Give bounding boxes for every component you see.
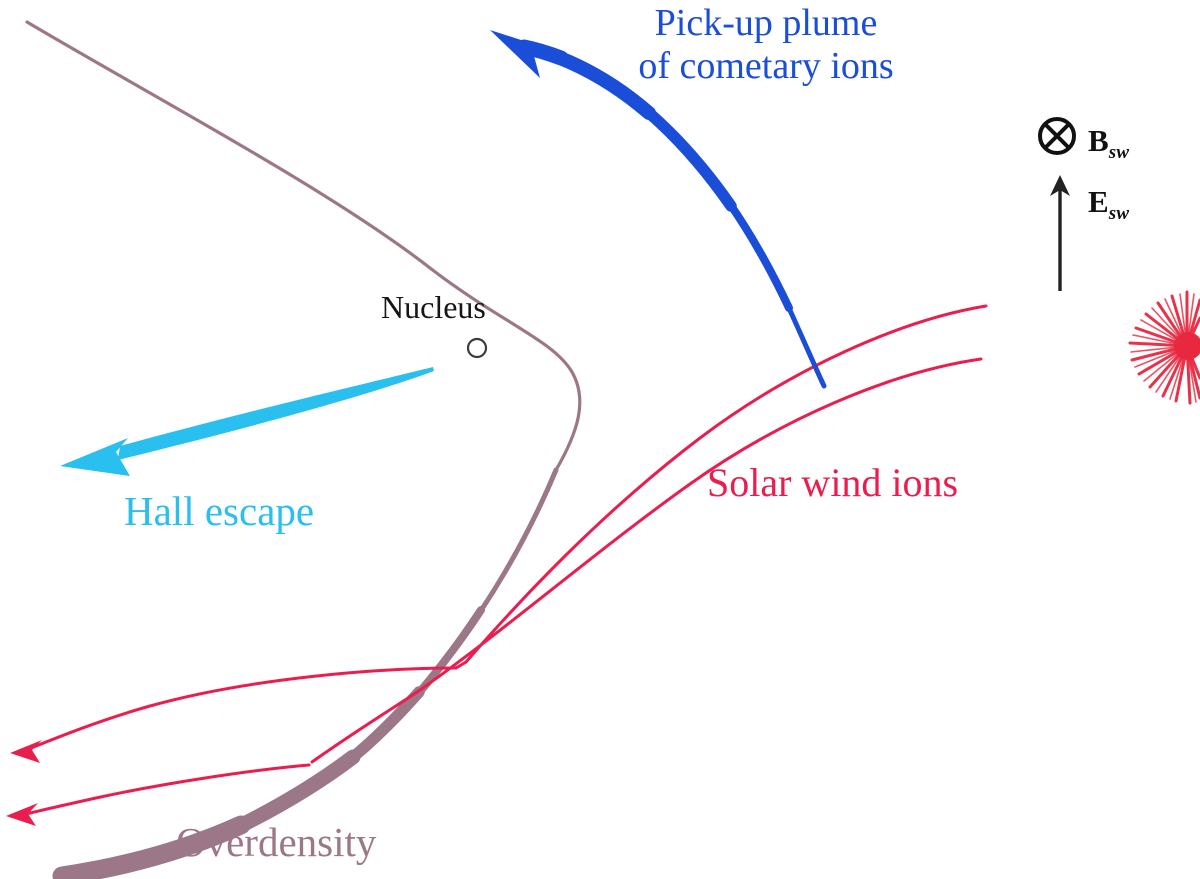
label-e-subscript: sw: [1108, 203, 1130, 225]
pickup-plume-arrow: [490, 30, 827, 389]
label-pickup-plume: Pick-up plume of cometary ions: [556, 2, 976, 87]
solar-wind-arrowhead-lower: [6, 803, 38, 826]
sun-icon: [1128, 290, 1200, 405]
nucleus-circle-icon: [466, 337, 488, 359]
pickup-plume-arrowhead: [490, 30, 552, 78]
b-field-into-page-icon: [1038, 117, 1076, 155]
label-pickup-plume-line1: Pick-up plume: [654, 2, 878, 44]
e-field-up-arrow-icon: [1050, 175, 1070, 291]
label-b-field-sw: Bsw: [1088, 123, 1129, 164]
label-b-subscript: sw: [1108, 142, 1130, 164]
label-hall-escape: Hall escape: [124, 488, 315, 534]
label-e-field-sw: Esw: [1088, 184, 1129, 225]
label-e-symbol: E: [1088, 184, 1109, 219]
label-pickup-plume-line2: of cometary ions: [638, 44, 894, 87]
label-solar-wind-ions: Solar wind ions: [707, 460, 959, 505]
overdensity-band: [25, 20, 582, 879]
hall-escape-arrow: [60, 367, 434, 476]
solar-wind-arrowhead-upper: [10, 740, 42, 763]
hall-escape-arrowhead: [60, 438, 130, 476]
label-overdensity: Overdensity: [176, 819, 377, 865]
label-b-symbol: B: [1088, 123, 1109, 158]
solar-wind-streamlines: [6, 304, 988, 826]
label-nucleus: Nucleus: [381, 289, 486, 325]
